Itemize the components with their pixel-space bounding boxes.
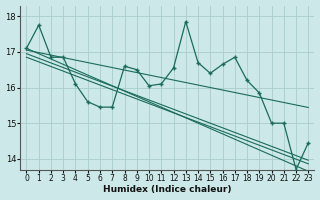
X-axis label: Humidex (Indice chaleur): Humidex (Indice chaleur) [103, 185, 232, 194]
